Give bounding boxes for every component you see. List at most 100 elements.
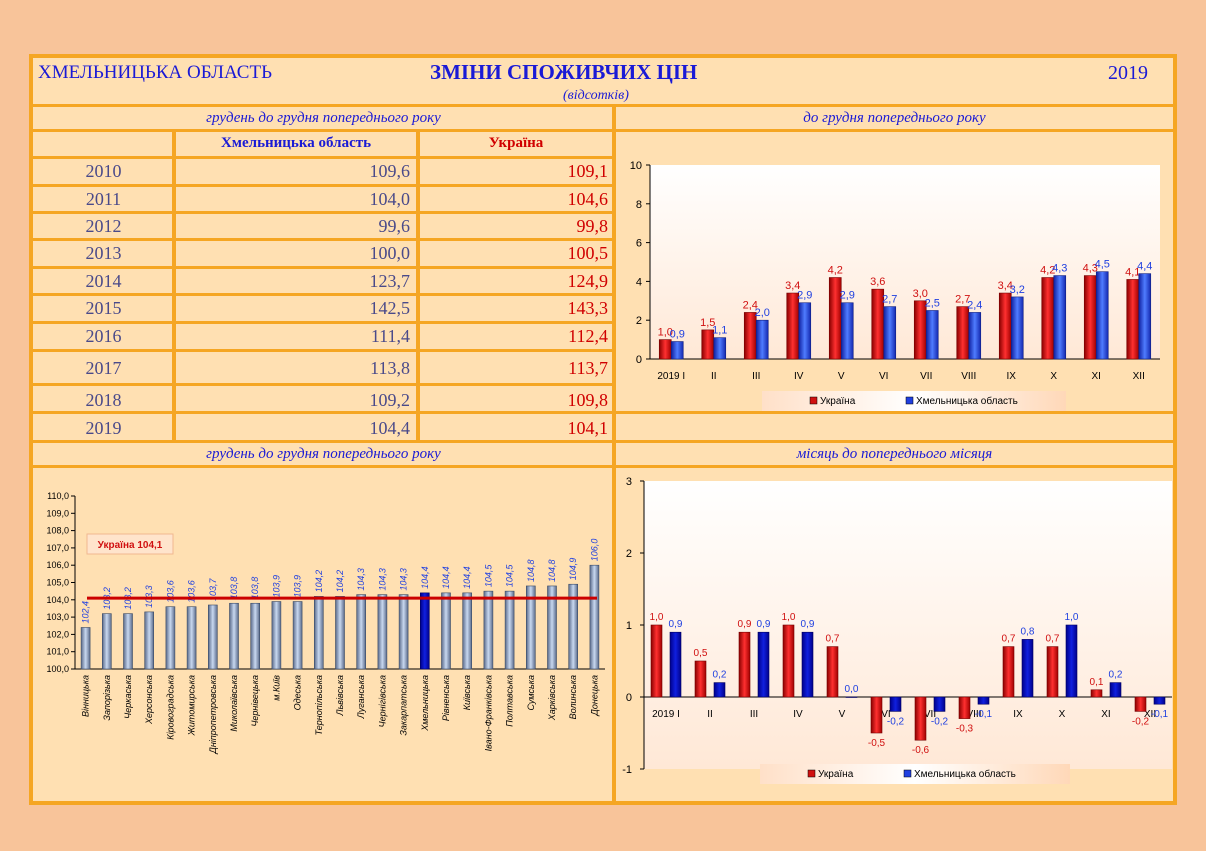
month-over-month-chart: -1 0 1 2 3 2019 I 1,0 0,9 II 0,5 0,2 III 0,9 0,9 IV 1,0… [622,476,1172,784]
data-label-region: -0,1 [975,709,993,720]
bar [547,585,557,670]
bar [313,596,324,670]
data-label-region: 0,2 [713,670,727,681]
x-tick-label: Тернопільська [314,675,324,735]
bar [568,583,579,670]
x-tick-label: Черкаська [123,675,133,719]
x-tick-label: VIII [961,371,976,382]
y-tick-label: 107,0 [46,543,69,553]
bar-region [933,696,946,712]
row-ukraine-value: 99,8 [576,216,609,236]
x-tick-label: Кіровоградська [165,675,175,740]
row-region-value: 111,4 [370,326,410,346]
data-label: 103,7 [208,577,218,601]
divider [33,129,1173,132]
bar [483,590,494,670]
row-year: 2015 [85,298,122,318]
x-tick-label: X [1059,709,1066,720]
bar-ukraine [1046,646,1059,698]
bar-region [1109,682,1122,698]
y-tick-label: 0 [626,692,632,704]
divider [416,129,420,443]
data-label-region: 4,4 [1137,261,1152,273]
divider [33,104,1173,107]
data-label-ukraine: 3,6 [870,276,885,288]
x-tick-label: II [711,371,717,382]
data-label-region: 0,9 [670,329,685,341]
x-tick-label: VIII [966,709,981,720]
chart3-section-title: місяць до попереднього місяця [796,446,993,462]
bar [186,606,197,670]
data-label-region: 0,8 [1021,626,1035,637]
data-label-region: 4,3 [1052,263,1067,275]
y-tick-label: 2 [636,315,642,327]
row-year: 2010 [85,161,122,181]
row-year: 2013 [85,243,122,263]
x-tick-label: XI [1101,709,1110,720]
data-label: 104,2 [314,570,324,593]
x-tick-label: VII [924,709,936,720]
bar-region [1021,639,1034,698]
divider [33,321,613,324]
bar-ukraine [694,660,707,698]
bar-ukraine [870,696,883,734]
x-tick-label: Херсонська [144,675,154,725]
x-tick-label: Дніпропетровська [208,675,218,755]
chart1-section-title: до грудня попереднього року [803,110,986,126]
bar-ukraine [1134,696,1147,712]
x-tick-label: XI [1092,371,1101,382]
row-year: 2017 [85,358,122,378]
bar [208,604,218,670]
x-tick-label: IV [793,709,803,720]
bar [356,594,367,670]
data-label-region: 1,1 [712,325,727,337]
bar [377,594,388,670]
x-tick-label: Чернівецька [250,675,260,727]
bar-ukraine [1002,646,1015,698]
data-label-ukraine: 0,7 [1046,634,1060,645]
table-section-title: грудень до грудня попереднього року [206,110,441,126]
x-tick-label: IX [1007,371,1017,382]
x-tick-label: Полтавська [505,675,515,727]
y-tick-label: 108,0 [46,526,69,536]
x-tick-label: 2019 I [652,709,680,720]
x-tick-label: V [838,371,845,382]
row-ukraine-value: 113,7 [568,358,608,378]
data-label-region: -0,2 [887,716,905,727]
bar-region [1010,296,1024,360]
divider [33,211,613,214]
data-label-ukraine: 0,1 [1090,677,1104,688]
data-label-ukraine: 1,0 [650,612,664,623]
bar-region [713,337,727,360]
x-tick-label: Чернігівська [377,675,387,727]
y-tick-label: 104,0 [46,595,69,605]
x-tick-label: VII [920,371,932,382]
y-tick-label: 105,0 [46,578,69,588]
bar-region [798,302,812,360]
bar-ukraine [914,696,927,741]
x-tick-label: Закарпатська [399,675,409,736]
bar [441,592,451,670]
bar-ukraine [743,312,757,360]
bar [250,602,260,670]
data-label-region: 0,9 [801,619,815,630]
y-tick-label: 110,0 [47,491,69,501]
y-tick-label: 101,0 [46,647,69,657]
page-title: ЗМІНИ СПОЖИВЧИХ ЦІН [430,60,698,84]
data-label: 103,8 [250,577,260,600]
divider [33,440,1173,443]
data-label-ukraine: 4,1 [1125,266,1140,278]
report-year: 2019 [1108,62,1148,84]
data-label-ukraine: 4,2 [828,265,843,277]
x-tick-label: Запорізька [102,675,112,721]
x-tick-label: II [707,709,713,720]
divider [33,238,613,241]
bar-region [968,312,982,360]
data-label-region: 2,9 [797,290,812,302]
x-tick-label: Миколаївська [229,675,239,732]
x-tick-label: XII [1133,371,1145,382]
bar-region [1095,271,1109,360]
bar-region [840,302,854,360]
bar [165,606,176,670]
data-label: 104,3 [377,568,387,591]
